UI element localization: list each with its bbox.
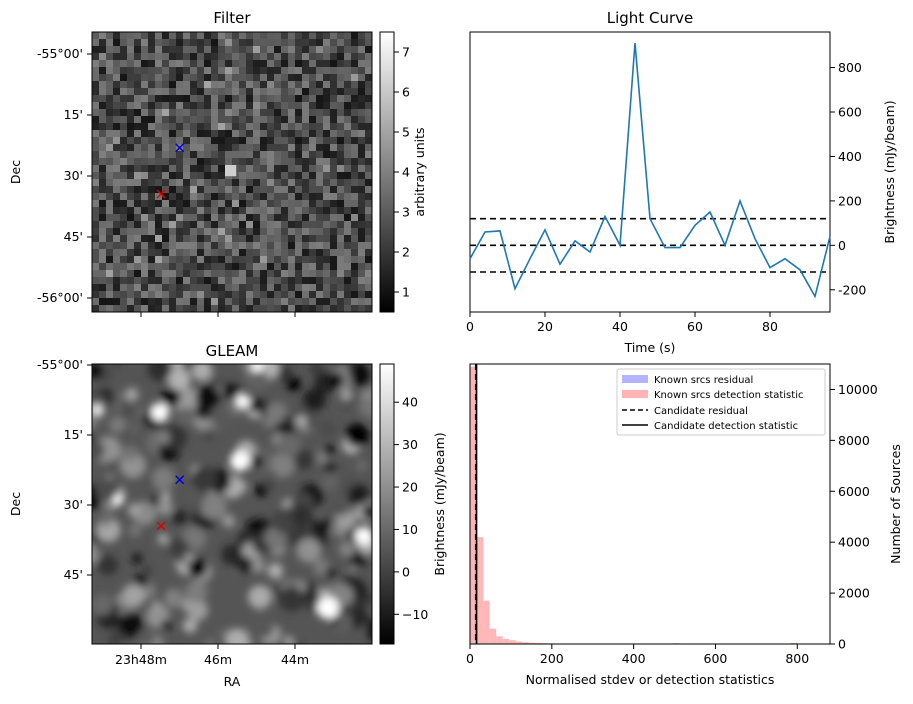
histogram-ytick-label: 8000 — [838, 433, 870, 448]
legend-label: Candidate detection statistic — [654, 421, 798, 432]
filter-ytick-label: 15' — [64, 107, 83, 122]
lightcurve-ytick-label: 200 — [838, 193, 862, 208]
lightcurve-ytick-label: 0 — [838, 238, 846, 253]
filter-colorbar-label: arbitrary units — [412, 127, 427, 216]
histogram-x-ticks: 0 200 400 600 800 — [466, 644, 809, 666]
histogram-xtick-label: 800 — [785, 651, 809, 666]
filter-colorbar: 1 2 3 4 5 6 7 arbitrary units — [380, 32, 427, 312]
lightcurve-xtick-label: 80 — [762, 319, 778, 334]
lightcurve-xlabel: Time (s) — [624, 340, 676, 355]
gleam-xtick-label: 23h48m — [115, 652, 167, 667]
histogram-panel: 0 200 400 600 800 0 2000 4000 6000 8000 10000 Nor… — [432, 364, 903, 687]
gleam-ytick-label: -55°00' — [37, 357, 83, 372]
filter-x-ticks — [141, 312, 295, 317]
lightcurve-xtick-label: 20 — [537, 319, 553, 334]
histogram-ytick-label: 4000 — [838, 535, 870, 550]
filter-image — [92, 32, 372, 312]
histogram-ytick-label: 10000 — [838, 382, 878, 397]
histogram-ytick-label: 0 — [838, 637, 846, 652]
gleam-xlabel: RA — [224, 674, 241, 689]
colorbar-tick-label: −10 — [402, 607, 428, 622]
filter-title: Filter — [213, 9, 251, 27]
histogram-ytick-label: 6000 — [838, 484, 870, 499]
gleam-ytick-label: 15' — [64, 427, 83, 442]
histogram-ylabel: Number of Sources — [888, 444, 903, 564]
histogram-candidate-lines — [476, 364, 477, 644]
lightcurve-xtick-label: 40 — [612, 319, 628, 334]
histogram-y-ticks: 0 2000 4000 6000 8000 10000 — [830, 382, 878, 652]
colorbar-tick-label: 5 — [402, 125, 410, 140]
gleam-colorbar: −10 0 10 20 30 40 — [380, 364, 428, 644]
colorbar-tick-label: 0 — [402, 564, 410, 579]
histogram-xlabel: Normalised stdev or detection statistics — [526, 672, 775, 687]
lightcurve-x-ticks: 0 20 40 60 80 — [466, 312, 778, 334]
colorbar-tick-label: 2 — [402, 245, 410, 260]
gleam-y-ticks: -55°00' 15' 30' 45' — [37, 357, 92, 582]
gleam-ytick-label: 30' — [64, 497, 83, 512]
colorbar-tick-label: 30 — [402, 437, 418, 452]
filter-y-ticks: -55°00' 15' 30' 45' -56°00' — [37, 46, 92, 305]
gleam-xtick-label: 44m — [281, 652, 309, 667]
filter-ytick-label: -55°00' — [37, 46, 83, 61]
gleam-title: GLEAM — [206, 342, 259, 360]
filter-ytick-label: -56°00' — [37, 290, 83, 305]
colorbar-tick-label: 40 — [402, 395, 418, 410]
legend-swatch-residual — [622, 375, 648, 383]
gleam-x-ticks: 23h48m 46m 44m — [115, 644, 309, 667]
legend-label: Candidate residual — [654, 406, 748, 417]
filter-panel: Filter -55°00' 15' 30' 45' -56°00' Dec 1… — [8, 9, 427, 317]
filter-ytick-label: 30' — [64, 168, 83, 183]
gleam-ytick-label: 45' — [64, 567, 83, 582]
filter-ylabel: Dec — [8, 160, 23, 184]
lightcurve-xtick-label: 60 — [687, 319, 703, 334]
colorbar-tick-label: 20 — [402, 480, 418, 495]
lightcurve-ytick-label: -200 — [838, 282, 866, 297]
lightcurve-ytick-label: 600 — [838, 105, 862, 120]
histogram-legend: Known srcs residual Known srcs detection… — [617, 369, 825, 435]
legend-label: Known srcs residual — [654, 375, 753, 386]
legend-label: Known srcs detection statistic — [654, 390, 803, 401]
colorbar-tick-label: 10 — [402, 522, 418, 537]
lightcurve-ytick-label: 800 — [838, 60, 862, 75]
histogram-xtick-label: 200 — [540, 651, 564, 666]
colorbar-tick-label: 4 — [402, 165, 410, 180]
lightcurve-ylabel: Brightness (mJy/beam) — [882, 100, 897, 243]
histogram-extra-ylabel: Brightness (mJy/beam) — [432, 432, 447, 575]
histogram-ytick-label: 2000 — [838, 586, 870, 601]
colorbar-tick-label: 1 — [402, 285, 410, 300]
colorbar-tick-label: 7 — [402, 45, 410, 60]
gleam-image — [79, 355, 388, 659]
histogram-bar — [509, 640, 516, 644]
histogram-xtick-label: 400 — [622, 651, 646, 666]
histogram-bar — [496, 636, 503, 644]
filter-ytick-label: 45' — [64, 229, 83, 244]
histogram-bar — [483, 601, 490, 644]
gleam-ylabel: Dec — [8, 492, 23, 516]
histogram-xtick-label: 600 — [704, 651, 728, 666]
lightcurve-xtick-label: 0 — [466, 319, 474, 334]
lightcurve-y-ticks: -200 0 200 400 600 800 — [830, 60, 866, 297]
colorbar-tick-label: 6 — [402, 85, 410, 100]
lightcurve-title: Light Curve — [607, 9, 693, 27]
legend-swatch-detection — [622, 390, 648, 398]
lightcurve-ytick-label: 400 — [838, 149, 862, 164]
histogram-xtick-label: 0 — [466, 651, 474, 666]
gleam-panel: GLEAM -55°00' 15' 30' 45' 23h48m 46m 44m… — [8, 342, 428, 689]
gleam-xtick-label: 46m — [204, 652, 232, 667]
histogram-bar — [477, 537, 484, 644]
histogram-bar — [503, 639, 510, 644]
colorbar-tick-label: 3 — [402, 205, 410, 220]
histogram-bar — [490, 629, 497, 644]
